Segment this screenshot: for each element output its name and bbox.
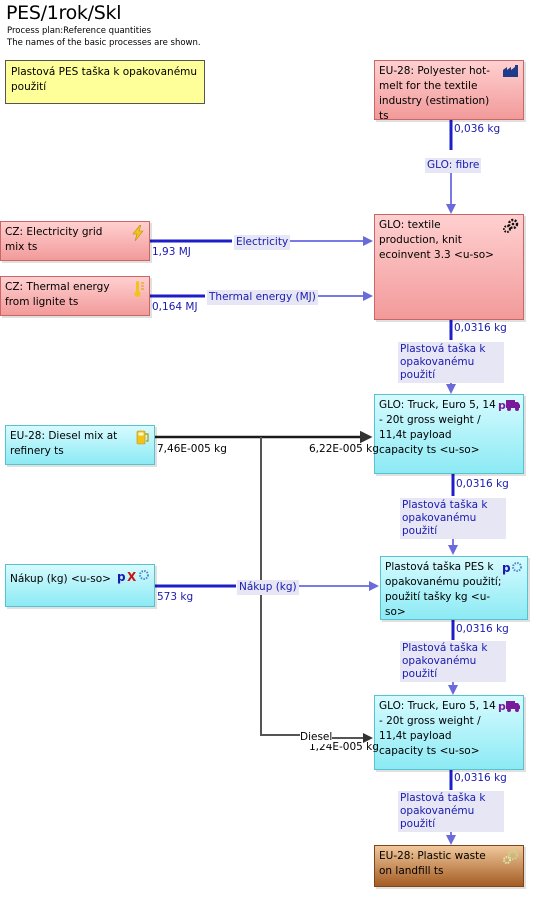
process-bag-usage-label: Plastová taška PES k opakovanému použití… — [385, 561, 502, 618]
svg-text:p: p — [498, 399, 506, 412]
flow-name-fibre: GLO: fibre — [425, 158, 482, 173]
flow-line-diesel-branch[interactable] — [260, 437, 300, 736]
process-truck-2[interactable]: GLO: Truck, Euro 5, 14 - 20t gross weigh… — [374, 695, 524, 770]
svg-text:p: p — [498, 700, 506, 713]
process-polyester[interactable]: EU-28: Polyester hot-melt for the textil… — [374, 60, 524, 122]
process-textile-production[interactable]: GLO: textile production, knit ecoinvent … — [374, 214, 524, 320]
flow-name-bag-3: Plastová taška k opakovanému použití — [400, 641, 506, 682]
process-truck-1-label: GLO: Truck, Euro 5, 14 - 20t gross weigh… — [379, 399, 496, 456]
factory-icon — [502, 64, 520, 83]
gears-icon — [502, 218, 520, 239]
flow-name-bag-4: Plastová taška k opakovanému použití — [398, 791, 504, 832]
flow-amount-bag-2: 0,0316 kg — [456, 478, 509, 490]
flow-amount-bag-4: 0,0316 kg — [454, 772, 507, 784]
page-title: PES/1rok/Skl — [6, 2, 122, 24]
flow-name-nakup: Nákup (kg) — [237, 580, 299, 595]
flow-amount-fibre: 0,036 kg — [454, 123, 501, 135]
flow-amount-diesel-2: 1,24E-005 kg — [309, 741, 379, 753]
flow-amount-bag-3: 0,0316 kg — [456, 623, 509, 635]
truck-icon: p — [498, 699, 520, 718]
flow-name-thermal: Thermal energy (MJ) — [207, 290, 318, 305]
flow-name-bag-1: Plastová taška k opakovanému použití — [398, 342, 504, 383]
process-thermal[interactable]: CZ: Thermal energy from lignite ts — [0, 276, 150, 316]
process-bag-usage[interactable]: Plastová taška PES k opakovanému použití… — [380, 556, 528, 620]
process-electricity[interactable]: CZ: Electricity grid mix ts — [0, 221, 150, 261]
flow-amount-nakup: 573 kg — [157, 591, 194, 603]
process-electricity-label: CZ: Electricity grid mix ts — [5, 226, 103, 253]
process-plastic-waste-label: EU-28: Plastic waste on landfill ts — [379, 850, 486, 877]
process-nakup-label: Nákup (kg) <u-so> — [10, 573, 111, 585]
flow-amount-thermal: 0,164 MJ — [152, 301, 198, 313]
flow-amount-electricity: 1,93 MJ — [152, 246, 191, 258]
plan-subtitle: Process plan:Reference quantities — [7, 26, 152, 36]
fuel-pump-icon — [135, 429, 151, 450]
svg-text:X: X — [127, 570, 137, 584]
process-truck-1[interactable]: GLO: Truck, Euro 5, 14 - 20t gross weigh… — [374, 394, 524, 474]
process-textile-label: GLO: textile production, knit ecoinvent … — [379, 219, 494, 261]
process-truck-2-label: GLO: Truck, Euro 5, 14 - 20t gross weigh… — [379, 700, 496, 757]
thermometer-icon — [132, 280, 146, 303]
process-diesel-label: EU-28: Diesel mix at refinery ts — [10, 430, 118, 457]
flow-name-bag-2: Plastová taška k opakovanému použití — [400, 498, 506, 539]
lightning-icon — [130, 224, 146, 246]
process-plastic-waste[interactable]: EU-28: Plastic waste on landfill ts — [374, 845, 524, 887]
flow-amount-diesel-out: 7,46E-005 kg — [157, 443, 227, 455]
flow-name-electricity: Electricity — [234, 235, 291, 250]
process-polyester-label: EU-28: Polyester hot-melt for the textil… — [379, 65, 491, 122]
flow-name-diesel: Diesel — [300, 731, 333, 744]
process-diesel[interactable]: EU-28: Diesel mix at refinery ts — [5, 425, 155, 465]
svg-text:p: p — [117, 570, 126, 584]
flow-amount-diesel-in: 6,22E-005 kg — [309, 443, 379, 455]
plan-caption: The names of the basic processes are sho… — [7, 38, 201, 48]
process-thermal-label: CZ: Thermal energy from lignite ts — [5, 281, 110, 308]
plan-note[interactable]: Plastová PES taška k opakovanému použití — [5, 60, 205, 104]
parameter-gear-icon: p — [502, 560, 524, 581]
recycle-gears-icon — [502, 849, 520, 870]
svg-text:p: p — [502, 561, 511, 575]
plan-note-text: Plastová PES taška k opakovanému použití — [11, 66, 198, 93]
flow-amount-bag-1: 0,0316 kg — [454, 322, 507, 334]
truck-icon: p — [498, 398, 520, 417]
